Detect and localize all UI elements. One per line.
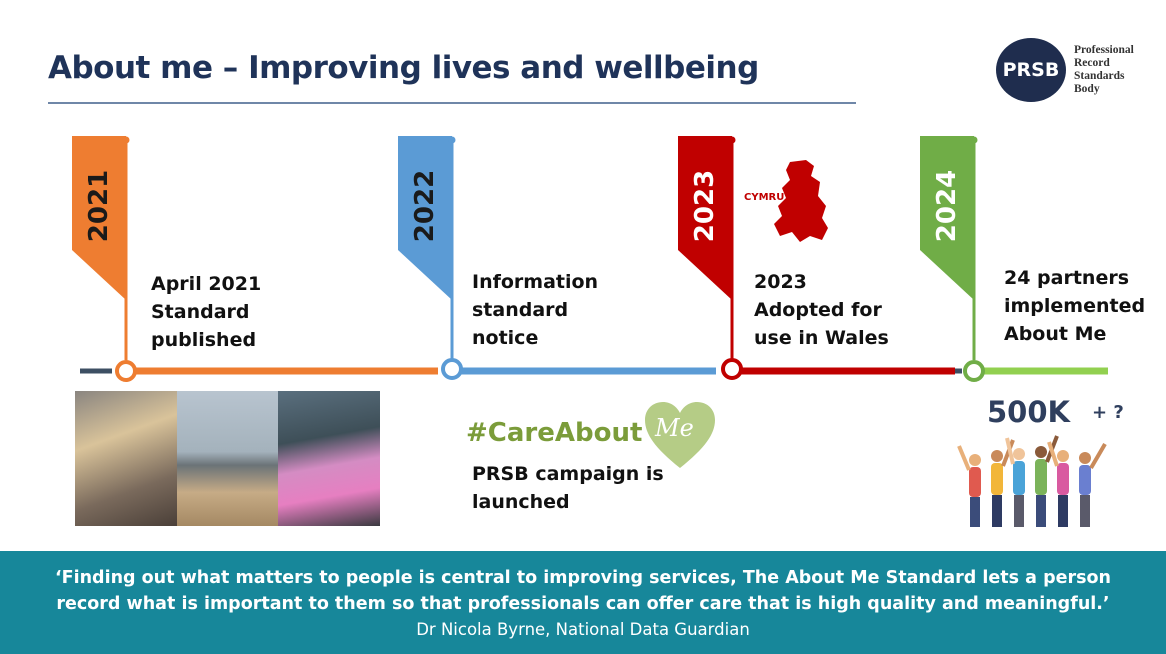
- milestone-2022: Information standard notice: [472, 268, 598, 352]
- flag-2022: [398, 136, 463, 380]
- logo-line: Record: [1074, 57, 1110, 69]
- milestone-line: Adopted for: [754, 299, 882, 321]
- heart-icon: [645, 402, 715, 468]
- campaign-heart-text: Me: [655, 414, 694, 442]
- title-divider: [48, 102, 856, 104]
- quote-text: ‘Finding out what matters to people is c…: [55, 568, 1111, 614]
- logo-line: Standards: [1074, 70, 1125, 82]
- milestone-line: standard: [472, 299, 569, 321]
- logo-line: Professional: [1074, 44, 1134, 56]
- milestone-line: About Me: [1004, 323, 1107, 345]
- flag-2023: [678, 136, 743, 380]
- milestone-2021: April 2021 Standard published: [151, 270, 261, 354]
- milestone-line: Information: [472, 271, 599, 293]
- logo-line: Body: [1074, 83, 1100, 95]
- milestone-line: published: [151, 329, 257, 351]
- photo-girl: [278, 391, 381, 526]
- milestone-2023: 2023 Adopted for use in Wales: [754, 268, 889, 352]
- milestone-line: 24 partners: [1004, 267, 1130, 289]
- year-label-2021: 2021: [84, 169, 114, 243]
- campaign-caption-line: launched: [472, 491, 570, 513]
- milestone-line: Standard: [151, 301, 250, 323]
- flag-2024: [920, 136, 985, 382]
- flag-2021: [72, 136, 137, 382]
- milestone-line: April 2021: [151, 273, 262, 295]
- year-label-2023: 2023: [690, 169, 720, 243]
- timeline-graphic: [72, 136, 1108, 382]
- year-label-2022: 2022: [410, 169, 440, 243]
- wales-map-icon: [774, 160, 828, 242]
- quote-banner: ‘Finding out what matters to people is c…: [0, 551, 1166, 654]
- year-label-2024: 2024: [932, 169, 962, 243]
- family-photos: [75, 391, 381, 526]
- campaign-caption-line: PRSB campaign is: [472, 463, 664, 485]
- photo-beach: [176, 391, 279, 526]
- milestone-line: implemented: [1004, 295, 1146, 317]
- campaign-caption: PRSB campaign is launched: [472, 460, 664, 516]
- milestone-line: 2023: [754, 271, 807, 293]
- campaign-hashtag: #CareAbout: [466, 418, 643, 448]
- page-title: About me – Improving lives and wellbeing: [48, 50, 759, 86]
- crowd-illustration: [957, 435, 1107, 527]
- milestone-line: notice: [472, 327, 539, 349]
- photo-couple: [75, 391, 177, 526]
- stat-value: 500K: [987, 395, 1071, 429]
- logo-wordmark: Professional Record Standards Body: [1074, 44, 1164, 96]
- stat-suffix: + ?: [1092, 402, 1124, 423]
- prsb-logo: PRSB: [996, 38, 1066, 102]
- wales-label: CYMRU: [744, 192, 785, 203]
- milestone-2024: 24 partners implemented About Me: [1004, 264, 1145, 348]
- milestone-line: use in Wales: [754, 327, 889, 349]
- quote-author: Dr Nicola Byrne, National Data Guardian: [416, 620, 750, 639]
